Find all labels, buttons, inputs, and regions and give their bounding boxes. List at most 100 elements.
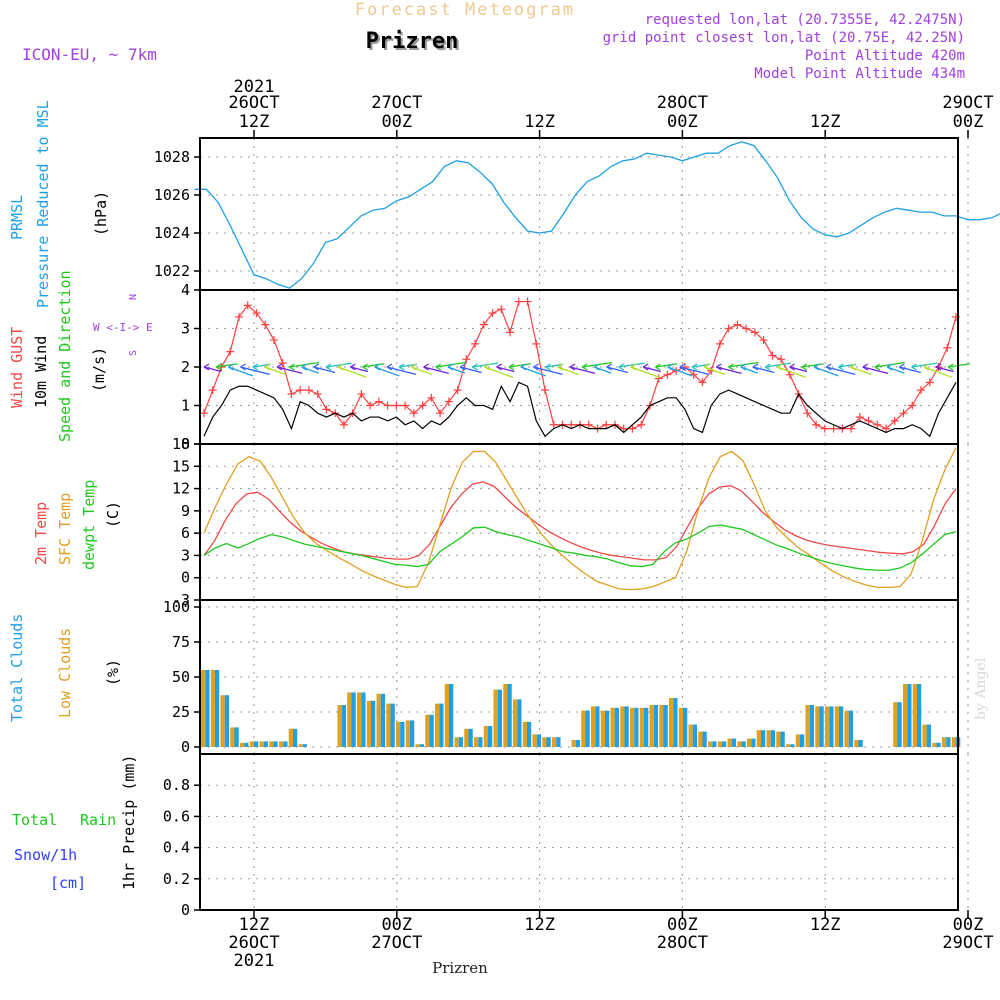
wind-arrow: [313, 366, 336, 374]
gust-marker: [541, 386, 550, 395]
y-tick-label: 2: [181, 358, 190, 376]
wind-arrow-head: [447, 363, 454, 371]
gust-marker: [890, 416, 899, 425]
low-cloud-bar: [269, 741, 274, 747]
gust-marker: [278, 359, 287, 368]
low-cloud-bar: [249, 741, 254, 747]
total-cloud-bar: [536, 734, 541, 747]
bottom-date-label: 26OCT: [228, 933, 279, 953]
wind-arrow: [899, 366, 921, 374]
low-cloud-bar: [513, 699, 518, 747]
total-cloud-bar: [809, 705, 814, 747]
total-cloud-bar: [224, 695, 229, 747]
wind-arrow-head: [337, 363, 344, 371]
wind-arrow-head: [203, 363, 210, 371]
gust-marker: [777, 355, 786, 364]
wind-arrow: [423, 366, 449, 375]
low-cloud-bar: [727, 738, 732, 747]
low-cloud-bar: [649, 705, 654, 747]
precip-axis-label: 1hr Precip (mm): [120, 755, 138, 890]
total-cloud-bar: [595, 706, 600, 747]
bottom-date-label: 29OCT: [942, 933, 993, 953]
gust-marker: [882, 424, 891, 433]
dewpt-line: [203, 524, 957, 571]
gust-marker: [742, 324, 751, 333]
wind-arrow: [752, 366, 775, 374]
gust-marker: [374, 397, 383, 406]
y-tick-label: 0: [181, 435, 190, 453]
wind-arrow: [667, 366, 693, 377]
panel-wind: 0 1 2 3 4: [181, 281, 971, 453]
wind-arrow-head: [911, 363, 917, 371]
wind-arrow-head: [606, 363, 612, 371]
cloud-unit: (%): [104, 659, 122, 686]
gust-marker: [715, 339, 724, 348]
top-hour-label: 00Z: [953, 112, 984, 132]
wind-arrow-head: [850, 363, 856, 371]
total-cloud-bar: [351, 692, 356, 747]
y-tick-label: 0: [181, 569, 190, 587]
gust-marker: [847, 424, 856, 433]
low-cloud-bar: [474, 737, 479, 747]
wind-arrow: [618, 362, 645, 368]
compass-we: W <-I-> E: [93, 321, 153, 334]
wind-arrow-head: [703, 363, 710, 371]
wind-arrow: [216, 363, 239, 368]
y-tick-label: 15: [172, 457, 190, 475]
panel-precip: 0 0.2 0.4 0.6 0.8: [163, 753, 969, 919]
panel-pressure: 1022 1024 1026 1028: [154, 137, 1000, 291]
total-cloud-bar: [546, 737, 551, 747]
total-cloud-bar: [819, 706, 824, 747]
total-cloud-bar: [722, 741, 727, 747]
gust-marker: [497, 305, 506, 314]
gust-marker: [366, 401, 375, 410]
wind-arrow-head: [716, 363, 722, 371]
low-cloud-bar: [347, 692, 352, 747]
wind-arrow-head: [508, 363, 515, 371]
total-cloud-bar: [770, 730, 775, 747]
location-title: Prizren: [366, 29, 459, 54]
low-cloud-bar: [600, 710, 605, 747]
total-cloud-bar: [692, 724, 697, 747]
low-cloud-bar: [737, 741, 742, 747]
total-cloud-bar: [946, 737, 951, 747]
temperature-labels: 2m Temp SFC Temp dewpt Temp (C): [32, 480, 122, 570]
point-altitude: Point Altitude 420m: [805, 48, 965, 64]
wind-arrow-head: [362, 363, 368, 371]
total-cloud-bar: [614, 707, 619, 747]
bottom-hour-label: 12Z: [810, 915, 841, 935]
wind-arrow: [350, 366, 369, 373]
wind-labels: Wind GUST 10m Wind Speed and Direction (…: [8, 270, 153, 442]
wind-arrow-head: [386, 363, 393, 371]
wind-arrow: [362, 363, 385, 368]
wind-arrow-head: [228, 363, 234, 371]
y-tick-label: 1028: [154, 148, 190, 166]
wind-arrow-head: [545, 363, 551, 371]
y-tick-label: 1: [181, 397, 190, 415]
gust-marker: [908, 401, 917, 410]
total-cloud-bar: [497, 689, 502, 747]
precip-labels: Total Rain Snow/1h [cm] 1hr Precip (mm): [12, 755, 138, 892]
gust-marker: [619, 424, 628, 433]
total-cloud-bar: [731, 738, 736, 747]
low-cloud-bar: [639, 707, 644, 747]
gust-marker: [663, 370, 672, 379]
y-tick-label: 9: [181, 502, 190, 520]
bottom-hour-label: 00Z: [667, 915, 698, 935]
low-cloud-bar: [425, 714, 430, 747]
total-cloud-bar: [575, 740, 580, 747]
total-cloud-bar: [741, 741, 746, 747]
total-cloud-bar: [556, 737, 561, 747]
gust-marker: [759, 336, 768, 345]
top-hour-label: 00Z: [667, 112, 698, 132]
total-cloud-bar: [361, 692, 366, 747]
wind-arrow-head: [423, 363, 429, 371]
total-cloud-bar: [848, 710, 853, 747]
wind-arrow-head: [472, 363, 478, 371]
temp-unit: (C): [104, 501, 122, 528]
temp2m-label: 2m Temp: [32, 502, 50, 565]
wind-arrow: [765, 362, 792, 368]
